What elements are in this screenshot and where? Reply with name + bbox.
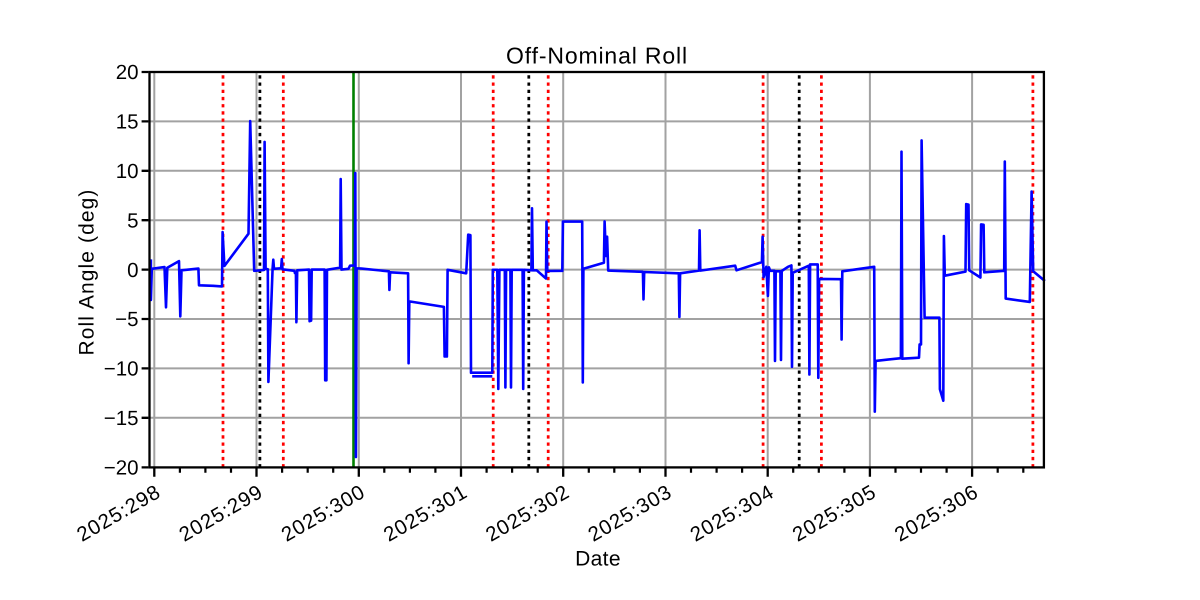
svg-text:Date: Date (575, 548, 621, 571)
svg-text:−15: −15 (104, 407, 139, 430)
svg-text:10: 10 (116, 160, 139, 183)
svg-text:15: 15 (116, 111, 139, 134)
svg-text:20: 20 (116, 61, 139, 84)
svg-text:0: 0 (127, 259, 138, 282)
svg-text:−5: −5 (115, 308, 138, 331)
svg-text:Off-Nominal Roll: Off-Nominal Roll (506, 43, 688, 69)
svg-text:5: 5 (127, 209, 138, 232)
svg-text:Roll Angle (deg): Roll Angle (deg) (76, 188, 99, 355)
svg-text:−10: −10 (104, 358, 139, 381)
svg-text:−20: −20 (104, 456, 139, 479)
